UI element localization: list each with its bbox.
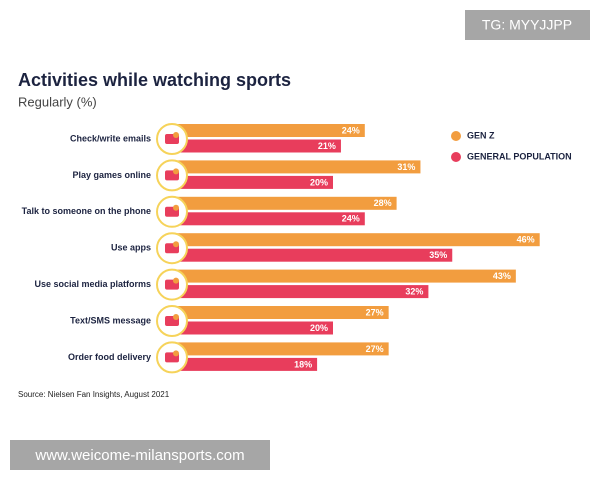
- legend-label: GEN Z: [467, 130, 495, 140]
- value-label: 20%: [310, 177, 328, 187]
- bar: [174, 233, 540, 247]
- value-label: 43%: [493, 271, 511, 281]
- bar: [174, 342, 389, 356]
- icon-dot: [173, 314, 179, 320]
- category-label: Talk to someone on the phone: [22, 206, 151, 216]
- icon-dot: [173, 277, 179, 284]
- value-label: 31%: [397, 162, 415, 172]
- icon-dot: [173, 204, 179, 211]
- legend-swatch: [451, 131, 461, 141]
- watermark-box: [465, 10, 590, 40]
- value-label: 27%: [366, 344, 384, 354]
- category-label: Check/write emails: [70, 133, 151, 143]
- category-label: Text/SMS message: [70, 315, 151, 325]
- icon-dot: [173, 241, 179, 248]
- watermark: TG: MYYJJPP: [482, 17, 572, 33]
- value-label: 27%: [366, 307, 384, 317]
- value-label: 46%: [517, 235, 535, 245]
- watermark: www.weicome-milansports.com: [34, 447, 244, 464]
- bar: [174, 212, 365, 226]
- source: Source: Nielsen Fan Insights, August 202…: [18, 390, 170, 399]
- category-label: Order food delivery: [68, 352, 151, 362]
- icon-dot: [173, 132, 179, 138]
- value-label: 24%: [342, 125, 360, 135]
- legend-swatch: [451, 152, 461, 162]
- value-label: 32%: [405, 286, 423, 296]
- icon-dot: [173, 350, 179, 357]
- value-label: 21%: [318, 141, 336, 151]
- bar: [174, 285, 429, 299]
- category-label: Play games online: [72, 170, 151, 180]
- value-label: 35%: [429, 250, 447, 260]
- bar: [174, 321, 333, 335]
- bar: [174, 248, 453, 262]
- category-label: Use social media platforms: [34, 279, 151, 289]
- bar: [174, 306, 389, 319]
- value-label: 28%: [374, 198, 392, 208]
- watermark-box: [10, 440, 270, 470]
- bar: [174, 269, 516, 283]
- value-label: 20%: [310, 323, 328, 333]
- bar: [174, 160, 421, 174]
- bar: [174, 139, 341, 153]
- value-label: 18%: [294, 359, 312, 369]
- chart-title: Activities while watching sports: [18, 70, 291, 90]
- chart-subtitle: Regularly (%): [18, 94, 97, 109]
- icon-dot: [173, 168, 179, 175]
- value-label: 24%: [342, 214, 360, 224]
- bar: [174, 196, 397, 210]
- category-label: Use apps: [111, 243, 151, 253]
- bar: [174, 124, 365, 137]
- bar: [174, 175, 333, 189]
- bar: [174, 357, 318, 371]
- legend-label: GENERAL POPULATION: [467, 151, 572, 161]
